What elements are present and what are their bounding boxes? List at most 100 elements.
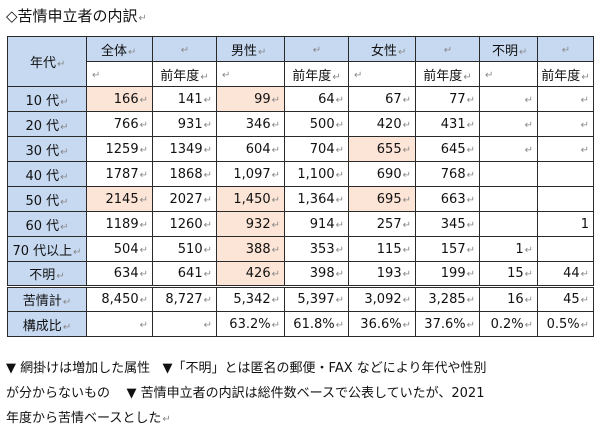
cell: 1260↵ (152, 211, 217, 237)
cell: 346↵ (216, 111, 285, 137)
cell: ↵ (537, 111, 594, 137)
cell: 0.5%↵ (537, 311, 594, 337)
cell: 36.6%↵ (348, 311, 416, 337)
cell: 64↵ (284, 86, 349, 112)
row-label: 30 代↵ (7, 136, 87, 162)
note-line-2: が分からないもの ▼ 苦情申立者の内訳は総件数ベースで公表していたが、2021 (6, 386, 485, 401)
header-unknown-sub: ↵ (479, 61, 538, 87)
cell: ↵ (479, 136, 538, 162)
cell: 3,092↵ (348, 285, 416, 312)
cell: 63.2%↵ (216, 311, 285, 337)
cell: 199↵ (415, 261, 480, 287)
row-label: 50 代↵ (7, 186, 87, 212)
header-total: 全体↵ (86, 36, 153, 62)
page-title: ◇苦情申立者の内訳↵ (6, 7, 147, 25)
header-male-prev: 前年度↵ (284, 61, 349, 87)
header-female-sub: ↵ (348, 61, 416, 87)
cell: 353↵ (284, 236, 349, 262)
ratio-row: 構成比↵ ↵ ↵ 63.2%↵ 61.8%↵ 36.6%↵ 37.6%↵ 0.2… (7, 311, 594, 337)
table-row: 不明↵ 634↵ 641↵ 426↵ 398↵ 193↵ 199↵ 15↵ 44… (7, 261, 594, 287)
cell: ↵ (479, 86, 538, 112)
cell: 931↵ (152, 111, 217, 137)
cell: 388↵ (216, 236, 285, 262)
table-row: 60 代↵ 1189↵ 1260↵ 932↵ 914↵ 257↵ 345↵ 1 (7, 211, 594, 237)
footnotes: ▼ 網掛けは増加した属性 ▼「不明」とは匿名の郵便・FAX などにより年代や性別… (6, 356, 596, 432)
cell: 641↵ (152, 261, 217, 287)
cell: 2027↵ (152, 186, 217, 212)
ratio-label: 構成比↵ (7, 311, 87, 337)
cell: 0.2%↵ (479, 311, 538, 337)
cell: 257↵ (348, 211, 416, 237)
cell (537, 161, 594, 187)
row-label: 60 代↵ (7, 211, 87, 237)
header-unknown: 不明↵ (479, 36, 538, 62)
cell: 768↵ (415, 161, 480, 187)
cell: 690↵ (348, 161, 416, 187)
header-age: 年代↵ (7, 36, 87, 87)
cell: 141↵ (152, 86, 217, 112)
cell: ↵ (479, 111, 538, 137)
cell: 1,450↵ (216, 186, 285, 212)
header-unknown-prev: 前年度↵ (537, 61, 594, 87)
cell: 5,342↵ (216, 285, 285, 312)
complainant-table: 年代↵ 全体↵ ↵ 男性↵ ↵ 女性↵ ↵ 不明↵ ↵ ↵ 前年度↵ ↵ 前年度… (7, 36, 594, 337)
cell: 45↵ (537, 285, 594, 312)
cell: 766↵ (86, 111, 153, 137)
cell (479, 211, 538, 237)
cell: 426↵ (216, 261, 285, 287)
table-row: 40 代↵ 1787↵ 1868↵ 1,097↵ 1,100↵ 690↵ 768… (7, 161, 594, 187)
note-line-3: 年度から苦情ベースとした↵ (6, 411, 171, 426)
cell: 1,364↵ (284, 186, 349, 212)
header-total-sub: ↵ (86, 61, 153, 87)
cell: ↵ (537, 86, 594, 112)
table-row: 50 代↵ 2145↵ 2027↵ 1,450↵ 1,364↵ 695↵ 663… (7, 186, 594, 212)
cell: 37.6%↵ (415, 311, 480, 337)
cell: 645↵ (415, 136, 480, 162)
cell: 3,285↵ (415, 285, 480, 312)
cell: 1↵ (479, 236, 538, 262)
cell: 500↵ (284, 111, 349, 137)
cell: 5,397↵ (284, 285, 349, 312)
cell: 166↵ (86, 86, 153, 112)
cell: 655↵ (348, 136, 416, 162)
cell: 420↵ (348, 111, 416, 137)
header-total-prev-mark: ↵ (152, 36, 217, 62)
table-row: 20 代↵ 766↵ 931↵ 346↵ 500↵ 420↵ 431↵ ↵ ↵ (7, 111, 594, 137)
cell: 193↵ (348, 261, 416, 287)
totals-label: 苦情計↵ (7, 285, 87, 312)
table-row: 30 代↵ 1259↵ 1349↵ 604↵ 704↵ 655↵ 645↵ ↵ … (7, 136, 594, 162)
cell: 1787↵ (86, 161, 153, 187)
cell: 1868↵ (152, 161, 217, 187)
cell: 1349↵ (152, 136, 217, 162)
header-total-prev: 前年度↵ (152, 61, 217, 87)
cell (479, 186, 538, 212)
cell: ↵ (537, 136, 594, 162)
cell: 431↵ (415, 111, 480, 137)
cell: 1259↵ (86, 136, 153, 162)
cell: 704↵ (284, 136, 349, 162)
header-male: 男性↵ (216, 36, 285, 62)
header-female: 女性↵ (348, 36, 416, 62)
cell: 67↵ (348, 86, 416, 112)
cell: 604↵ (216, 136, 285, 162)
totals-row: 苦情計↵ 8,450↵ 8,727↵ 5,342↵ 5,397↵ 3,092↵ … (7, 285, 594, 312)
cell: ↵ (86, 311, 153, 337)
cell: 115↵ (348, 236, 416, 262)
cell: 61.8%↵ (284, 311, 349, 337)
cell: 44↵ (537, 261, 594, 287)
cell: 1,100↵ (284, 161, 349, 187)
cell: 1189↵ (86, 211, 153, 237)
cell: 1,097↵ (216, 161, 285, 187)
cell: 77↵ (415, 86, 480, 112)
cell: ↵ (152, 311, 217, 337)
header-female-prev: 前年度↵ (415, 61, 480, 87)
header-male-sub: ↵ (216, 61, 285, 87)
cell: 99↵ (216, 86, 285, 112)
cell: 634↵ (86, 261, 153, 287)
cell: 2145↵ (86, 186, 153, 212)
cell: 1 (537, 211, 594, 237)
cell: 914↵ (284, 211, 349, 237)
cell: 663↵ (415, 186, 480, 212)
header-unknown-prev-mark: ↵ (537, 36, 594, 62)
cell: 398↵ (284, 261, 349, 287)
